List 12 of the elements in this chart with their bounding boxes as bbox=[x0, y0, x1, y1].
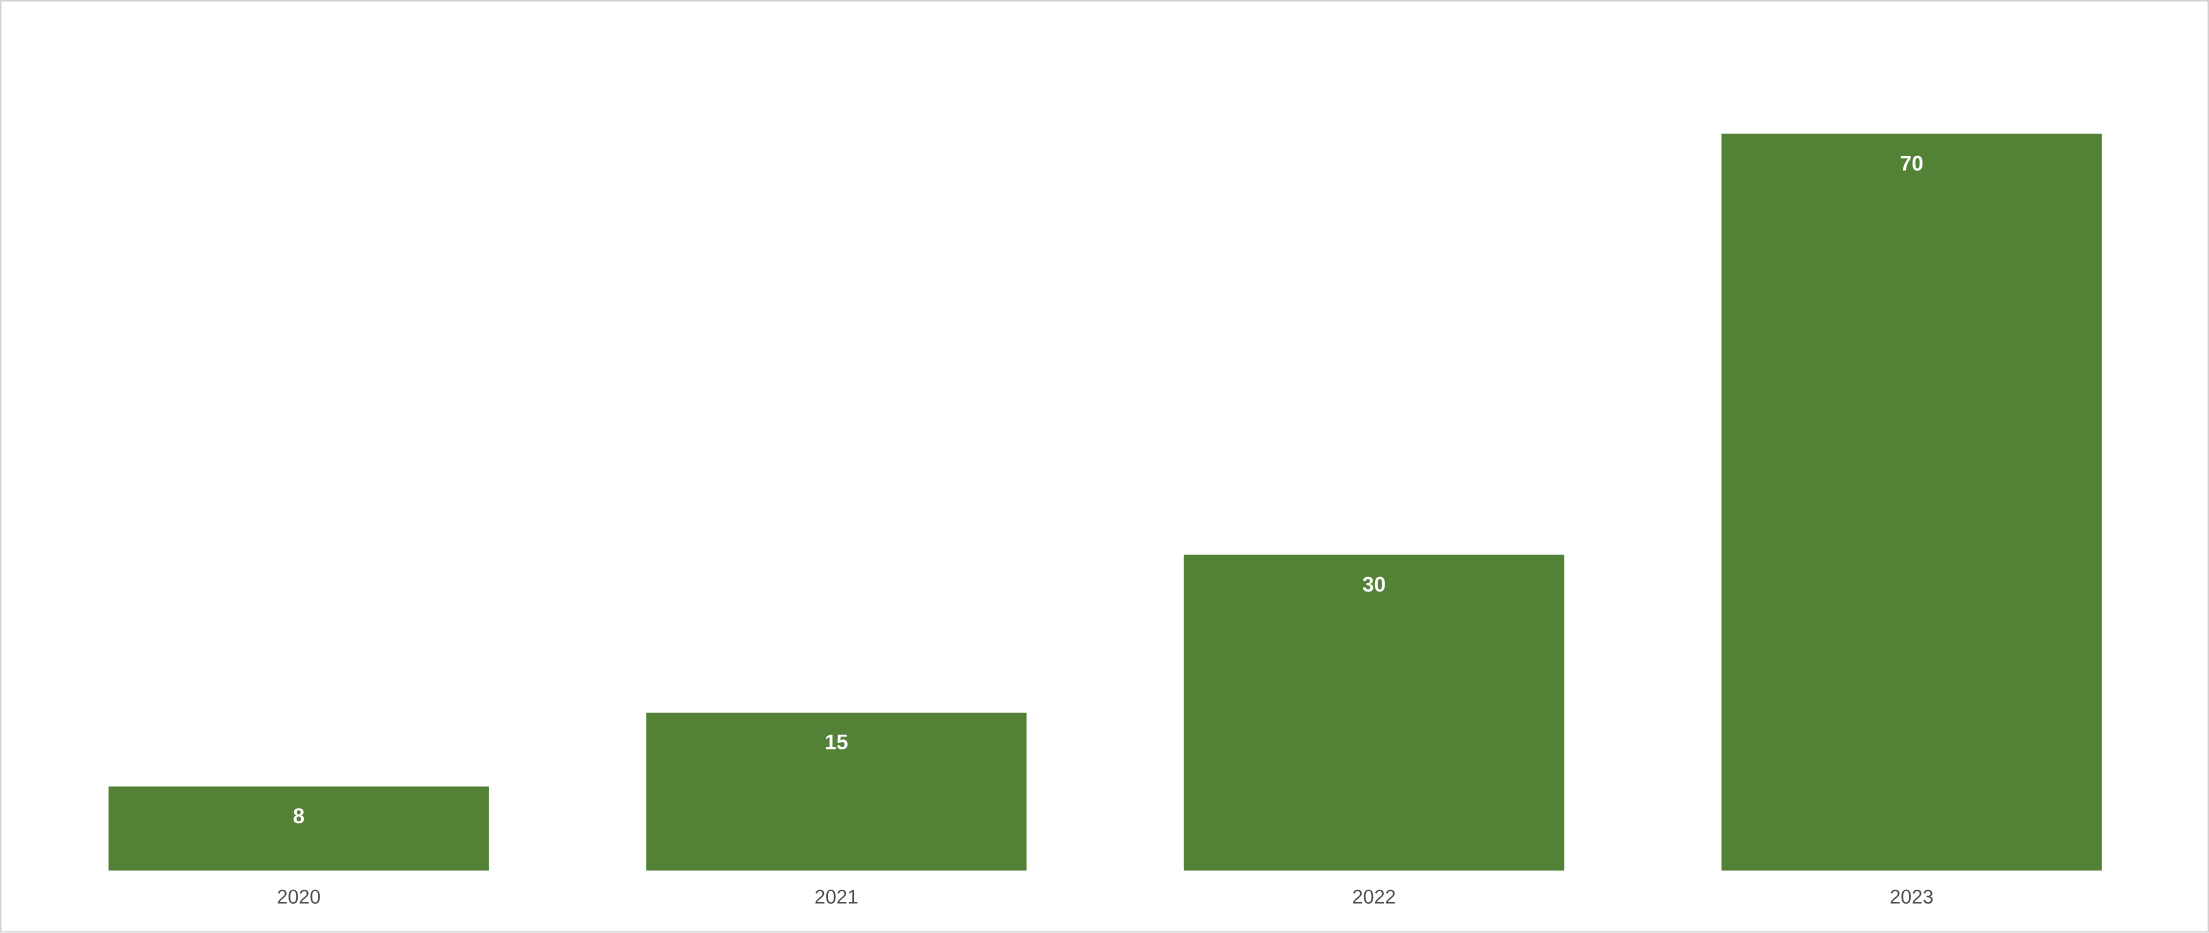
bar bbox=[1721, 134, 2102, 871]
x-tick-label: 2020 bbox=[277, 889, 320, 904]
data-label: 15 bbox=[825, 734, 848, 750]
x-tick-label: 2022 bbox=[1353, 889, 1395, 904]
data-label: 8 bbox=[293, 808, 304, 824]
bar bbox=[1183, 555, 1565, 871]
x-tick-label: 2021 bbox=[815, 889, 858, 904]
data-label: 70 bbox=[1900, 155, 1923, 171]
data-label: 30 bbox=[1362, 576, 1385, 592]
bar bbox=[108, 786, 489, 871]
x-tick-label: 2023 bbox=[1890, 889, 1933, 904]
bar bbox=[646, 712, 1027, 871]
